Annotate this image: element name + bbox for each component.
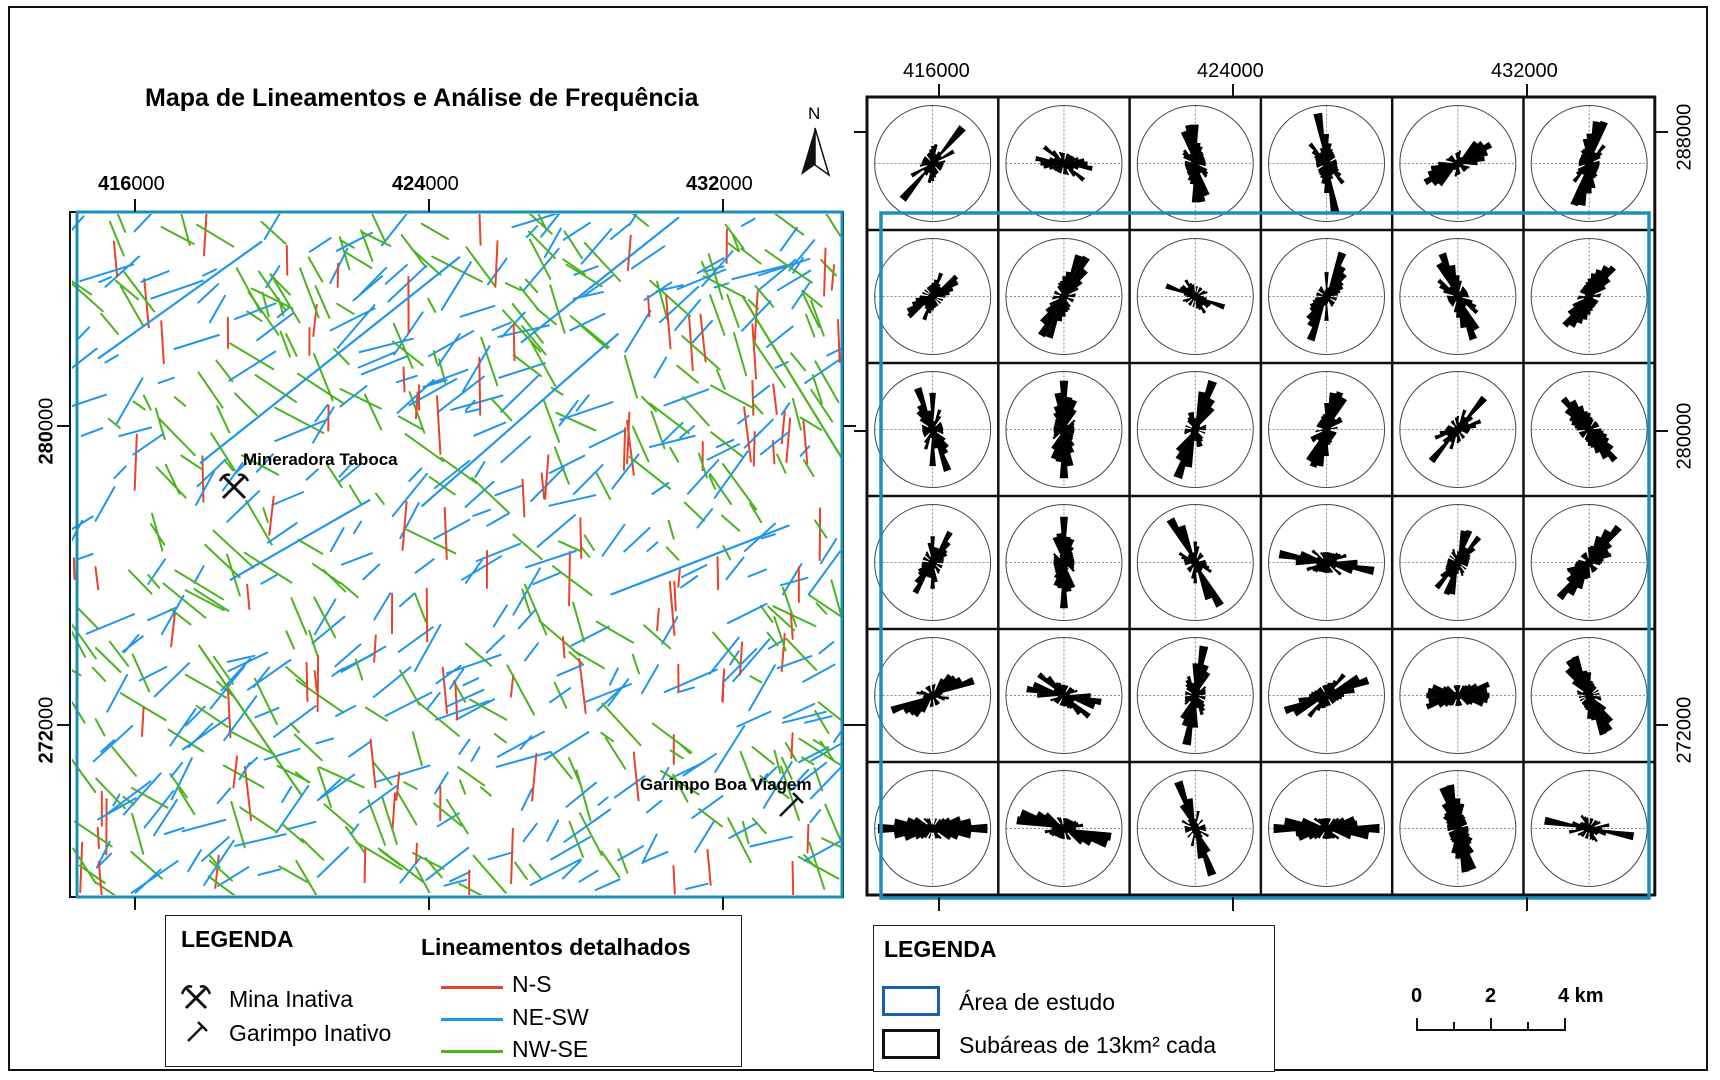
study-area-boundary-left <box>75 210 844 899</box>
rose-diagram <box>1399 238 1517 355</box>
rose-diagram <box>874 637 992 754</box>
rose-diagram <box>1005 504 1123 621</box>
rose-diagram <box>1399 504 1517 621</box>
place-mine: Mineradora Taboca <box>243 450 398 469</box>
left-x-tick-2: 424000 <box>392 173 459 195</box>
rose-diagram <box>1136 105 1254 222</box>
scale-label-2: 2 <box>1485 985 1497 1007</box>
north-label: N <box>808 104 821 123</box>
legend-ns-label: N-S <box>512 971 552 997</box>
legend-garimpo-label: Garimpo Inativo <box>229 1020 392 1046</box>
right-x-tick-3: 432000 <box>1491 60 1558 82</box>
garimpo-icon <box>779 792 804 817</box>
rose-diagram <box>874 770 992 887</box>
right-x-tick-1: 416000 <box>903 60 970 82</box>
north-arrow-icon <box>801 127 831 177</box>
rose-diagram <box>1530 770 1648 887</box>
rose-diagram <box>1399 637 1517 754</box>
scale-label-0: 0 <box>1411 985 1423 1007</box>
rose-diagram <box>1399 105 1517 222</box>
rose-diagram <box>1005 770 1123 887</box>
swatch-subareas <box>882 1029 940 1059</box>
rose-diagram <box>1005 637 1123 754</box>
legend-nw-se-label: NW-SE <box>512 1036 589 1062</box>
rose-diagram <box>874 504 992 621</box>
rose-diagram <box>1530 637 1648 754</box>
rose-diagram <box>1136 238 1254 355</box>
rose-diagram <box>1136 770 1254 887</box>
left-x-tick-1: 416000 <box>98 173 165 195</box>
rose-diagram <box>1268 105 1386 222</box>
mine-icon <box>218 473 250 500</box>
rose-diagram <box>1530 105 1648 222</box>
legend-ne-sw-label: NE-SW <box>512 1004 589 1030</box>
lineaments-title: Lineamentos detalhados <box>421 934 691 960</box>
rose-diagram <box>1530 504 1648 621</box>
rose-diagram <box>874 105 992 222</box>
legend-subareas-label: Subáreas de 13km² cada <box>959 1032 1216 1058</box>
rose-diagram <box>1530 238 1648 355</box>
figure-frame <box>8 6 1708 1071</box>
rose-diagram <box>1136 371 1254 488</box>
legend-mine-icon <box>180 985 212 1010</box>
rose-grid <box>865 95 1657 897</box>
legend-left: LEGENDA Lineamentos detalhados Mina Inat… <box>165 915 742 1067</box>
legend-garimpo-icon <box>187 1021 208 1042</box>
swatch-ne-sw <box>441 1018 503 1021</box>
lineament-lines <box>72 214 841 895</box>
rose-diagram <box>1005 105 1123 222</box>
legend-left-title: LEGENDA <box>181 926 294 952</box>
rose-diagram <box>1399 770 1517 887</box>
study-area-boundary-right <box>879 211 1651 900</box>
swatch-study-area <box>882 986 940 1016</box>
swatch-nw-se <box>441 1050 503 1053</box>
place-garimpo: Garimpo Boa Viagem <box>640 775 812 794</box>
legend-right-title: LEGENDA <box>884 936 997 962</box>
rose-diagram <box>1268 504 1386 621</box>
map-title: Mapa de Lineamentos e Análise de Frequên… <box>145 84 699 112</box>
rose-diagram <box>1136 637 1254 754</box>
rose-diagram <box>1530 371 1648 488</box>
left-x-tick-3: 432000 <box>686 173 753 195</box>
legend-study-area-label: Área de estudo <box>959 989 1116 1015</box>
rose-diagram <box>1399 371 1517 488</box>
swatch-ns <box>441 986 503 989</box>
rose-diagram <box>1268 637 1386 754</box>
rose-diagram <box>1136 504 1254 621</box>
legend-right: LEGENDA Área de estudo Subáreas de 13km²… <box>873 925 1275 1072</box>
right-x-tick-2: 424000 <box>1197 60 1264 82</box>
scale-label-4km: 4 km <box>1558 985 1604 1007</box>
rose-diagram <box>874 238 992 355</box>
rose-diagram <box>1268 238 1386 355</box>
legend-mine-label: Mina Inativa <box>229 986 354 1012</box>
rose-diagram <box>1268 371 1386 488</box>
rose-diagram <box>1268 770 1386 887</box>
rose-diagram <box>1005 238 1123 355</box>
rose-diagram <box>1005 371 1123 488</box>
rose-diagram <box>874 371 992 488</box>
